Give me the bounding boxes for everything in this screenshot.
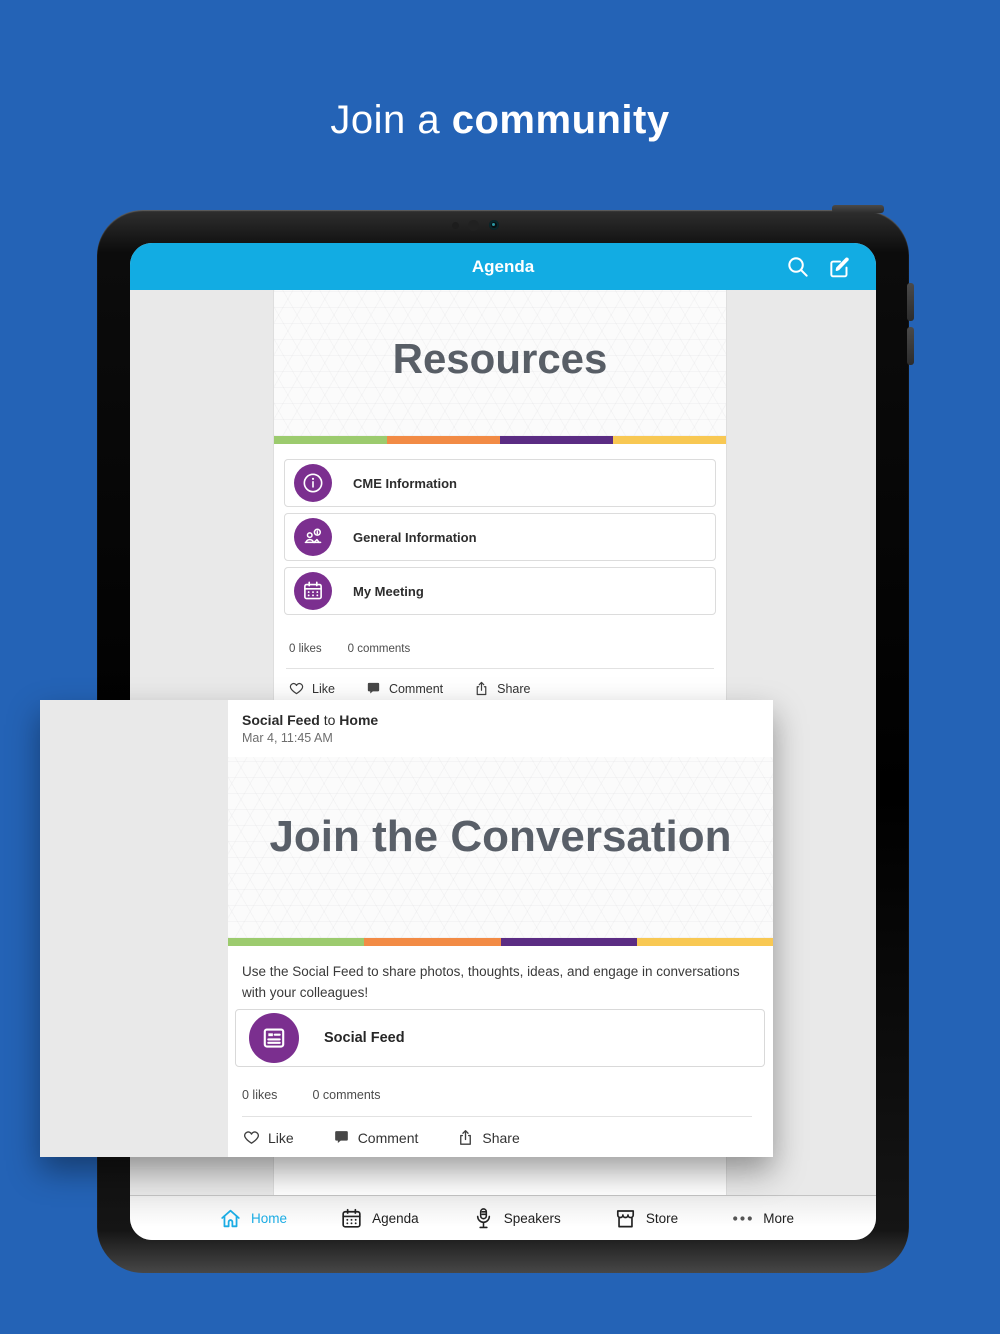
list-item-label: Social Feed bbox=[324, 1030, 405, 1046]
stripe-purple bbox=[500, 938, 637, 946]
comment-button[interactable]: Comment bbox=[365, 680, 443, 697]
list-item-general-information[interactable]: General Information bbox=[284, 513, 716, 561]
list-item-my-meeting[interactable]: My Meeting bbox=[284, 567, 716, 615]
tab-label: Agenda bbox=[372, 1210, 419, 1226]
share-icon bbox=[473, 680, 490, 697]
post-actions: Like Comment bbox=[274, 669, 726, 697]
conversation-banner: Join the Conversation bbox=[228, 757, 773, 938]
tab-label: Home bbox=[251, 1210, 288, 1226]
sensor-dot bbox=[452, 222, 459, 229]
compose-button[interactable] bbox=[826, 253, 854, 281]
calendar-icon bbox=[339, 1206, 364, 1231]
tab-home[interactable]: Home bbox=[218, 1206, 287, 1231]
tab-label: Store bbox=[645, 1210, 679, 1226]
tab-bar: Home Agenda bbox=[130, 1195, 876, 1240]
stripe-purple bbox=[500, 436, 613, 444]
comment-button[interactable]: Comment bbox=[332, 1128, 419, 1147]
stripe-yellow bbox=[636, 938, 773, 946]
search-button[interactable] bbox=[784, 253, 812, 281]
brand-stripe bbox=[274, 436, 726, 444]
stripe-green bbox=[228, 938, 365, 946]
person-info-icon bbox=[294, 518, 332, 556]
heart-icon bbox=[242, 1128, 261, 1147]
comments-count: 0 comments bbox=[347, 643, 411, 655]
brand-stripe bbox=[228, 938, 773, 946]
app-header: Agenda bbox=[130, 243, 876, 290]
feed-icon bbox=[249, 1013, 299, 1063]
calendar-icon bbox=[294, 572, 332, 610]
share-button[interactable]: Share bbox=[473, 680, 530, 697]
list-item-social-feed[interactable]: Social Feed bbox=[235, 1009, 765, 1067]
post-timestamp: Mar 4, 11:45 AM bbox=[242, 731, 333, 745]
divider bbox=[242, 1116, 752, 1117]
post-actions: Like Comment Share bbox=[242, 1128, 520, 1147]
list-item-cme-information[interactable]: CME Information bbox=[284, 459, 716, 507]
app-header-actions bbox=[784, 243, 854, 290]
stripe-yellow bbox=[613, 436, 726, 444]
like-button[interactable]: Like bbox=[288, 680, 335, 697]
resources-list: CME Information Gen bbox=[274, 444, 726, 615]
conversation-banner-title: Join the Conversation bbox=[269, 811, 732, 861]
post-stats: 0 likes 0 comments bbox=[242, 1088, 381, 1102]
list-item-label: General Information bbox=[353, 529, 477, 545]
post-description: Use the Social Feed to share photos, tho… bbox=[242, 964, 740, 1000]
home-icon bbox=[218, 1206, 243, 1231]
comments-count: 0 comments bbox=[312, 1088, 381, 1102]
search-icon bbox=[785, 254, 811, 280]
likes-count: 0 likes bbox=[289, 643, 322, 655]
headline-bold: community bbox=[451, 98, 670, 142]
share-button[interactable]: Share bbox=[456, 1128, 520, 1147]
stripe-orange bbox=[387, 436, 500, 444]
share-label: Share bbox=[482, 1129, 520, 1146]
page-headline: Join a community bbox=[0, 98, 1000, 143]
comment-label: Comment bbox=[357, 1129, 419, 1146]
list-item-label: CME Information bbox=[353, 475, 457, 491]
post-destination: Home bbox=[339, 712, 379, 728]
microphone-icon bbox=[471, 1206, 496, 1231]
post-source: Social Feed bbox=[242, 712, 320, 728]
post-stats: 0 likes 0 comments bbox=[274, 621, 726, 655]
heart-icon bbox=[288, 680, 305, 697]
stripe-green bbox=[274, 436, 387, 444]
zoomed-feed-card: Social Feed to Home Mar 4, 11:45 AM Join… bbox=[40, 700, 773, 1157]
tab-more[interactable]: More bbox=[730, 1206, 794, 1231]
info-icon bbox=[294, 464, 332, 502]
sensor-dot bbox=[468, 220, 479, 231]
resources-banner-title: Resources bbox=[392, 335, 608, 382]
likes-count: 0 likes bbox=[242, 1088, 278, 1102]
tab-speakers[interactable]: Speakers bbox=[471, 1206, 561, 1231]
list-item-label: My Meeting bbox=[353, 583, 424, 599]
tab-store[interactable]: Store bbox=[613, 1206, 678, 1231]
ellipsis-icon bbox=[730, 1206, 755, 1231]
comment-icon bbox=[332, 1128, 351, 1147]
like-label: Like bbox=[312, 681, 335, 696]
share-label: Share bbox=[497, 681, 531, 696]
share-icon bbox=[456, 1128, 475, 1147]
divider bbox=[286, 668, 714, 669]
tab-label: More bbox=[763, 1210, 794, 1226]
like-label: Like bbox=[268, 1129, 294, 1146]
volume-up-button bbox=[907, 283, 914, 321]
zoomed-feed-content: Social Feed to Home Mar 4, 11:45 AM Join… bbox=[228, 700, 773, 1157]
post-connector: to bbox=[323, 712, 336, 728]
app-header-title: Agenda bbox=[471, 256, 535, 276]
comment-label: Comment bbox=[388, 681, 444, 696]
tab-label: Speakers bbox=[503, 1210, 561, 1226]
storefront-icon bbox=[613, 1206, 638, 1231]
power-button bbox=[832, 205, 884, 213]
headline-regular: Join a bbox=[330, 98, 441, 142]
comment-icon bbox=[365, 680, 382, 697]
resources-banner: Resources bbox=[274, 290, 726, 436]
stripe-orange bbox=[364, 938, 501, 946]
post-header: Social Feed to Home bbox=[242, 712, 378, 728]
front-camera bbox=[489, 220, 499, 230]
like-button[interactable]: Like bbox=[242, 1128, 294, 1147]
compose-icon bbox=[827, 254, 853, 280]
volume-down-button bbox=[907, 327, 914, 365]
tab-agenda[interactable]: Agenda bbox=[339, 1206, 419, 1231]
